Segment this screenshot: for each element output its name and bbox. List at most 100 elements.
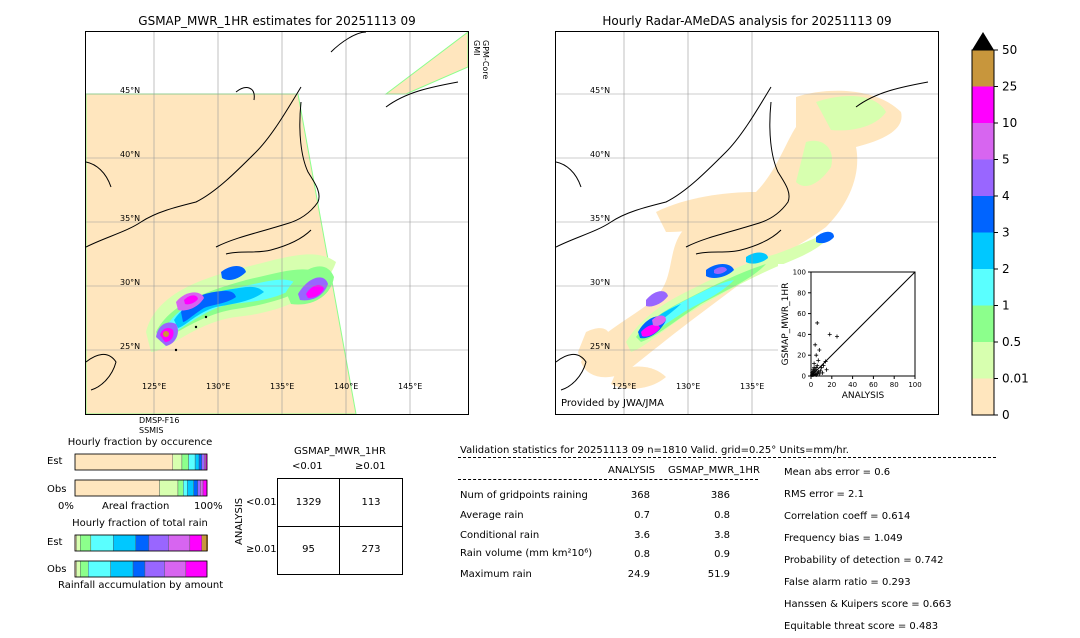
score-ets: Equitable threat score = 0.483 — [784, 621, 939, 632]
lon-label: 135°E — [270, 382, 295, 391]
scatter-point — [835, 334, 839, 339]
rain-fraction-title: Hourly fraction of total rain — [72, 518, 208, 529]
colorbar-label: 4 — [1002, 189, 1010, 203]
score-far: False alarm ratio = 0.293 — [784, 577, 911, 588]
colorbar-label: 0 — [1002, 408, 1010, 420]
contingency-row-axis: ANALYSIS — [234, 497, 245, 545]
stat-row-label: Rain volume (mm km²10⁶) — [460, 548, 593, 559]
fraction-segment — [80, 534, 92, 552]
fraction-bar-frame — [74, 560, 208, 578]
fraction-segment — [135, 534, 150, 552]
scatter-point — [817, 348, 822, 352]
stat-row-label: Num of gridpoints raining — [460, 490, 588, 501]
stat-row-b: 386 — [710, 490, 730, 501]
lon-label: 140°E — [334, 382, 359, 391]
colorbar-label: 0.5 — [1002, 335, 1021, 349]
rain-obs-label: Obs — [47, 564, 67, 575]
colorbar-swatch — [972, 86, 994, 123]
fraction-segment — [144, 560, 165, 578]
scatter-point — [815, 320, 820, 325]
right-map-title: Hourly Radar-AMeDAS analysis for 2025111… — [602, 14, 892, 28]
fraction-segment — [200, 479, 204, 497]
scatter-xlabel: ANALYSIS — [842, 391, 885, 401]
fraction-segment — [172, 453, 183, 471]
scatter-point — [813, 342, 818, 347]
sensor-label-top: GPM-Core GMI — [472, 40, 490, 80]
fraction-segment — [194, 453, 200, 471]
validation-col-divider — [458, 479, 758, 480]
stat-row-b: 51.9 — [707, 569, 730, 580]
scatter-point — [812, 365, 817, 370]
colorbar-label: 50 — [1002, 43, 1017, 57]
fraction-segment — [159, 479, 179, 497]
scatter-plot: 0 20 40 60 80 100 0 20 40 60 80 100 ANALYSIS GSMAP_MW… — [781, 269, 922, 402]
fraction-segment — [110, 560, 134, 578]
scatter-point — [816, 358, 821, 363]
stat-row-label: Average rain — [460, 510, 524, 521]
contingency-cell: 113 — [361, 497, 381, 508]
scatter-point — [815, 363, 820, 368]
colorbar-swatch — [972, 378, 994, 415]
colorbar-swatch — [972, 269, 994, 306]
rain-est-label: Est — [47, 537, 63, 548]
lon-label: 125°E — [612, 382, 637, 391]
x-tick-label: 40 — [848, 381, 857, 389]
stat-row-a: 0.8 — [634, 549, 650, 560]
stat-row-a: 24.9 — [627, 569, 650, 580]
colorbar-label: 0.01 — [1002, 372, 1029, 386]
lat-label: 40°N — [590, 150, 611, 159]
lat-label: 40°N — [120, 150, 141, 159]
stat-row-b: 0.9 — [714, 549, 730, 560]
scatter-point — [816, 369, 821, 374]
fraction-segment — [164, 560, 187, 578]
fraction-segment — [198, 453, 202, 471]
score-pod: Probability of detection = 0.742 — [784, 555, 944, 566]
colorbar-swatch — [972, 305, 994, 342]
contingency-cell: 95 — [302, 544, 315, 555]
colorbar-label: 1 — [1002, 299, 1010, 313]
fraction-bar-frame — [74, 453, 208, 471]
score-hk: Hanssen & Kuipers score = 0.663 — [784, 599, 952, 610]
fraction-segment — [177, 479, 184, 497]
fraction-bar-frame — [74, 479, 208, 497]
score-mae: Mean abs error = 0.6 — [784, 467, 891, 478]
scatter-point — [823, 359, 828, 364]
contingency-cell: 273 — [361, 544, 381, 555]
fraction-segment — [90, 534, 114, 552]
fraction-segment — [80, 560, 89, 578]
fraction-segment — [202, 479, 208, 497]
colorbar-swatch — [972, 232, 994, 269]
lon-label: 130°E — [206, 382, 231, 391]
stat-row-a: 368 — [630, 490, 650, 501]
colorbar-swatch — [972, 196, 994, 233]
x-tick-label: 100 — [908, 381, 921, 389]
y-tick-label: 80 — [797, 289, 806, 297]
occurrence-chart — [74, 450, 208, 500]
sensor-label-bottom: DMSP-F16 SSMIS — [139, 416, 180, 435]
lon-label: 145°E — [398, 382, 423, 391]
scatter-inset: 0 20 40 60 80 100 0 20 40 60 80 100 ANALYSIS GSMAP_MW… — [778, 264, 938, 414]
lat-label: 35°N — [120, 214, 141, 223]
lat-label: 45°N — [120, 86, 141, 95]
one-to-one-line — [810, 271, 916, 377]
fraction-segment — [183, 479, 188, 497]
colorbar-extend-triangle — [972, 32, 994, 50]
scatter-ylabel: GSMAP_MWR_1HR — [781, 283, 791, 366]
fraction-segment — [168, 534, 191, 552]
colorbar-label: 10 — [1002, 116, 1017, 130]
right-map: 45°N 40°N 35°N 30°N 25°N 125°E 130°E 135… — [555, 31, 939, 415]
stat-row-a: 3.6 — [634, 530, 650, 541]
scatter-point — [812, 361, 817, 366]
y-tick-label: 60 — [797, 310, 806, 318]
fraction-segment — [185, 560, 208, 578]
rain-fraction-chart — [74, 531, 214, 581]
fraction-segment — [148, 534, 169, 552]
left-map: 45°N 40°N 35°N 30°N 25°N 125°E 130°E 135… — [85, 31, 469, 415]
contingency-grid: 1329 113 95 273 — [277, 478, 403, 575]
scatter-point — [817, 371, 822, 376]
validation-header: Validation statistics for 20251113 09 n=… — [460, 445, 849, 456]
lat-label: 30°N — [120, 278, 141, 287]
scatter-point — [814, 372, 819, 377]
fraction-bar-frame — [74, 534, 208, 552]
colorbar-swatch — [972, 50, 994, 87]
